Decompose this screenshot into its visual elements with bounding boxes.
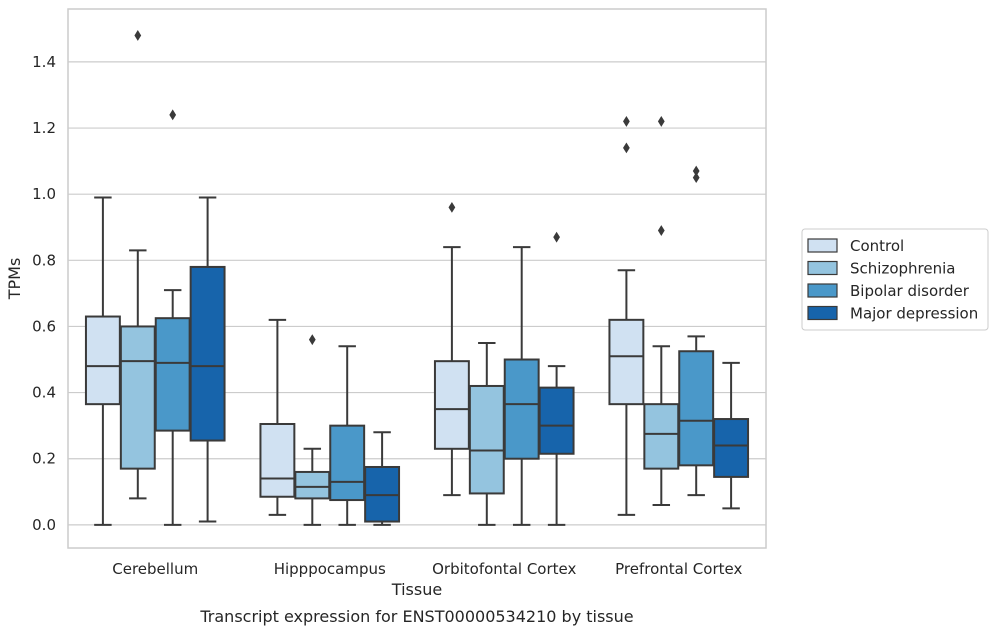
x-tick-label: Prefrontal Cortex (615, 560, 742, 578)
box-schizophrenia (468, 341, 505, 526)
legend-frame (801, 228, 989, 331)
legend-item: Control (807, 237, 904, 255)
box-schizophrenia (643, 116, 680, 507)
box-body (713, 418, 750, 478)
box-major-depression (189, 196, 226, 523)
box-body (189, 265, 226, 442)
box-body (84, 315, 121, 406)
boxes (84, 30, 750, 526)
legend-item: Major depression (807, 305, 978, 323)
box-body (259, 422, 296, 498)
legend-label: Bipolar disorder (850, 282, 970, 300)
legend-item: Schizophrenia (807, 260, 955, 278)
box-body (538, 386, 575, 455)
box-control (433, 202, 470, 497)
legend: Control Schizophrenia Bipolar disorder Majo… (801, 228, 989, 331)
box-bipolar-disorder (154, 109, 191, 526)
box-body (608, 318, 645, 406)
box-major-depression (538, 231, 575, 526)
x-tick-label: Orbitofontal Cortex (432, 560, 576, 578)
box-bipolar-disorder (329, 345, 366, 526)
box-body (294, 470, 331, 500)
figure-caption: Transcript expression for ENST0000053421… (199, 607, 633, 626)
box-body (433, 360, 470, 450)
box-body (329, 424, 366, 502)
outlier-point (308, 334, 316, 346)
outlier-point (553, 231, 560, 243)
x-tick-label: Hipppocampus (274, 560, 386, 578)
outlier-point (623, 142, 630, 154)
box-body (643, 403, 680, 470)
y-tick-label: 0.0 (32, 516, 56, 534)
y-tick-label: 1.0 (32, 185, 56, 203)
y-axis-label: TPMs (5, 258, 24, 301)
y-tick-label: 1.4 (32, 53, 56, 71)
box-control (84, 196, 121, 526)
box-body (154, 317, 191, 432)
legend-item: Bipolar disorder (807, 282, 970, 300)
box-schizophrenia (119, 30, 156, 500)
outlier-point (448, 202, 456, 213)
box-control (608, 116, 645, 516)
plot-frame (67, 8, 767, 549)
legend-swatch (807, 305, 838, 321)
box-body (468, 384, 505, 495)
outlier-point (134, 30, 142, 41)
box-bipolar-disorder (678, 165, 715, 497)
box-control (259, 318, 296, 516)
outlier-point (692, 165, 700, 177)
legend-swatch (807, 238, 838, 253)
outlier-point (623, 116, 630, 127)
outlier-point (657, 116, 665, 127)
y-tick-label: 1.2 (32, 119, 56, 137)
legend-swatch (807, 283, 838, 298)
y-tick-label: 0.4 (32, 384, 56, 402)
y-tick-label: 0.8 (32, 251, 56, 269)
box-body (119, 325, 156, 470)
outlier-point (169, 109, 177, 121)
outlier-point (657, 225, 665, 236)
box-schizophrenia (294, 334, 331, 526)
outlier-point (692, 172, 700, 184)
box-bipolar-disorder (503, 246, 540, 526)
y-tick-labels: 0.0 0.2 0.4 0.6 0.8 1.0 1.2 1.4 (32, 53, 56, 534)
legend-label: Schizophrenia (850, 260, 955, 278)
x-tick-labels: Cerebellum Hipppocampus Orbitofontal Corte… (112, 560, 742, 578)
legend-swatch (807, 260, 838, 276)
legend-label: Control (850, 237, 904, 255)
box-body (678, 350, 715, 467)
box-body (503, 358, 540, 460)
y-tick-label: 0.6 (32, 317, 56, 335)
y-tick-label: 0.2 (32, 450, 56, 468)
x-tick-label: Cerebellum (112, 560, 198, 578)
x-axis-label: Tissue (391, 580, 442, 599)
box-major-depression (713, 361, 750, 510)
legend-label: Major depression (850, 305, 978, 323)
box-major-depression (364, 431, 401, 526)
